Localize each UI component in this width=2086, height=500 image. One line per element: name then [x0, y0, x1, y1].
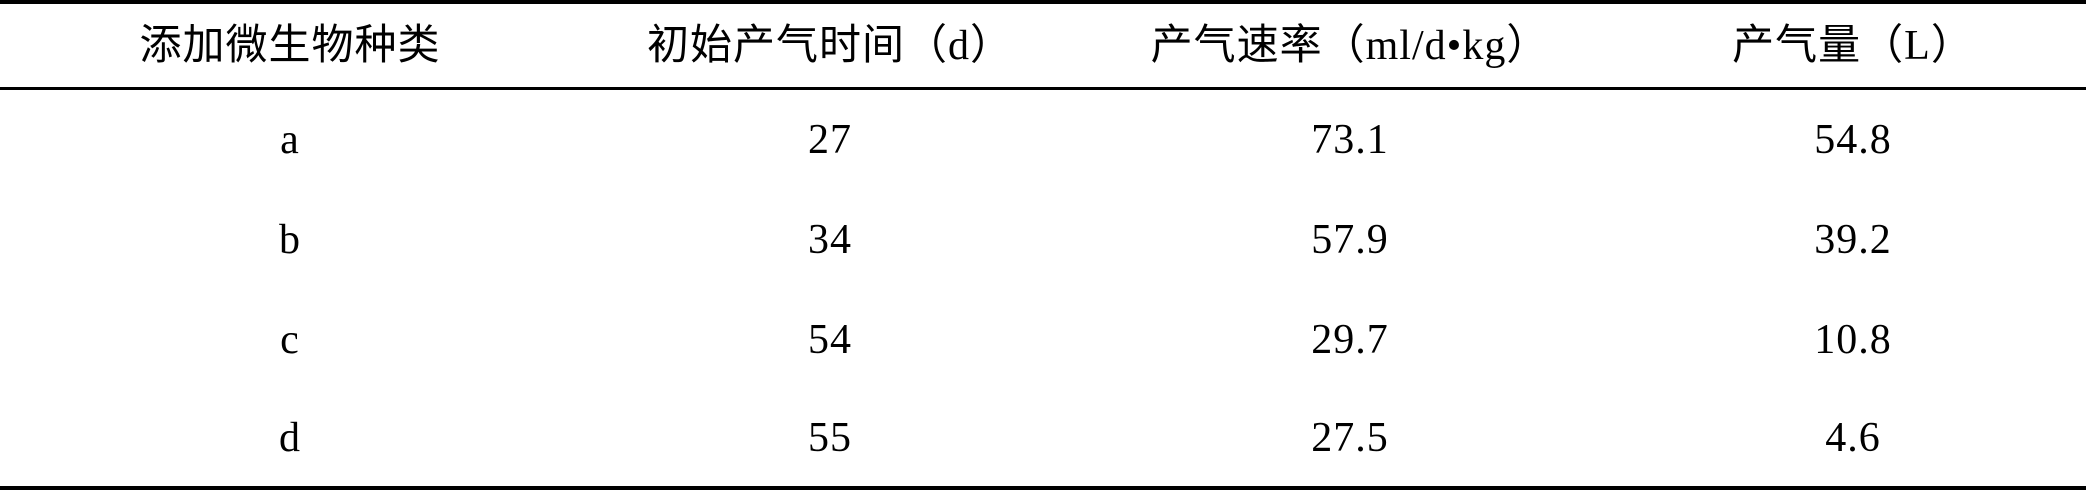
- col-header-microbe-type: 添加微生物种类: [0, 25, 580, 67]
- cell-volume: 4.6: [1620, 417, 2086, 459]
- cell-volume: 39.2: [1620, 219, 2086, 261]
- cell-volume: 54.8: [1620, 119, 2086, 161]
- col-header-start-time: 初始产气时间（d）: [580, 25, 1080, 67]
- cell-type: a: [0, 119, 580, 161]
- cell-type: b: [0, 219, 580, 261]
- table-header-row: 添加微生物种类 初始产气时间（d） 产气速率（ml/d•kg） 产气量（L）: [0, 0, 2086, 90]
- cell-type: d: [0, 417, 580, 459]
- data-table: 添加微生物种类 初始产气时间（d） 产气速率（ml/d•kg） 产气量（L） a…: [0, 0, 2086, 500]
- col-header-volume: 产气量（L）: [1620, 25, 2086, 67]
- table-row: d 55 27.5 4.6: [0, 390, 2086, 490]
- col-header-rate: 产气速率（ml/d•kg）: [1080, 25, 1620, 67]
- cell-rate: 27.5: [1080, 417, 1620, 459]
- cell-start: 34: [580, 219, 1080, 261]
- cell-volume: 10.8: [1620, 319, 2086, 361]
- cell-rate: 29.7: [1080, 319, 1620, 361]
- table-row: c 54 29.7 10.8: [0, 290, 2086, 390]
- cell-rate: 57.9: [1080, 219, 1620, 261]
- table-row: a 27 73.1 54.8: [0, 90, 2086, 190]
- cell-rate: 73.1: [1080, 119, 1620, 161]
- cell-type: c: [0, 319, 580, 361]
- cell-start: 54: [580, 319, 1080, 361]
- cell-start: 27: [580, 119, 1080, 161]
- table-row: b 34 57.9 39.2: [0, 190, 2086, 290]
- cell-start: 55: [580, 417, 1080, 459]
